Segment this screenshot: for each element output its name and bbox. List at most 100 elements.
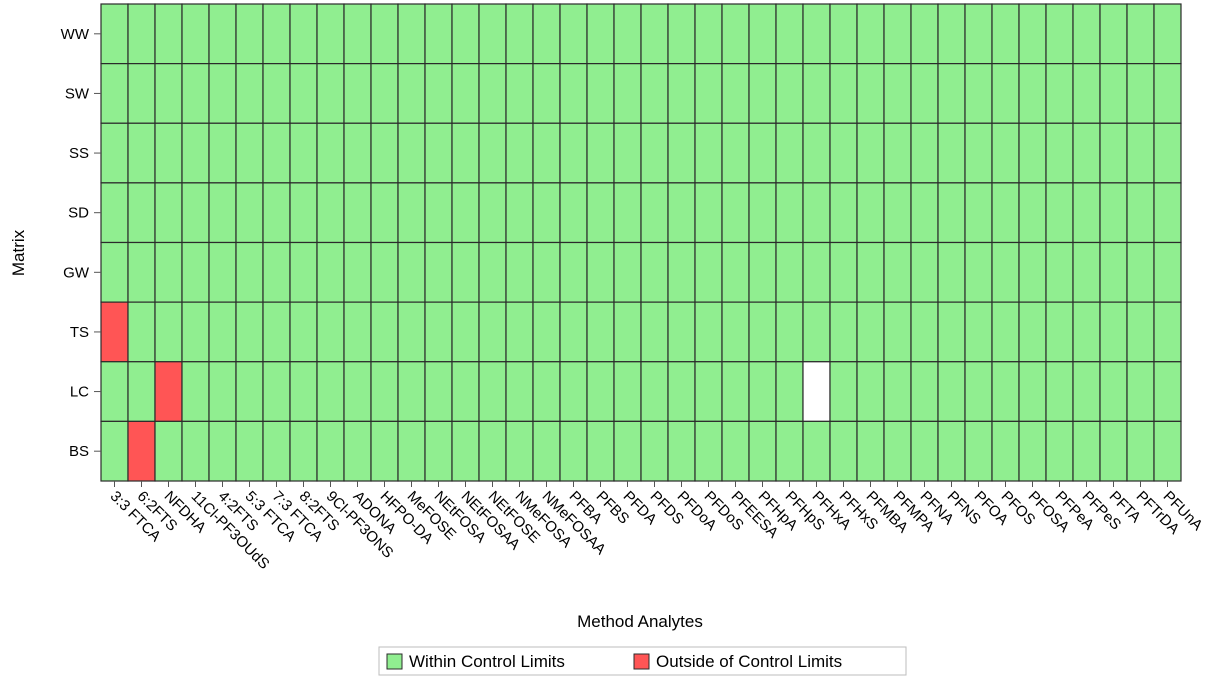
heatmap-cell xyxy=(208,182,237,244)
heatmap-cell xyxy=(154,420,183,482)
heatmap-cell xyxy=(748,122,777,184)
heatmap-cell xyxy=(262,241,291,303)
heatmap-cell xyxy=(532,63,561,124)
heatmap-cell xyxy=(1126,241,1155,303)
heatmap-cell xyxy=(289,122,318,184)
heatmap-cell xyxy=(1153,361,1182,422)
heatmap-cell xyxy=(910,3,939,65)
heatmap-cell xyxy=(1072,3,1101,65)
heatmap-cell xyxy=(559,182,588,244)
heatmap-cell xyxy=(478,301,507,363)
heatmap-cell xyxy=(100,182,129,244)
heatmap-cell xyxy=(613,420,642,482)
y-tick-label: BS xyxy=(69,443,89,460)
y-tick-label: LC xyxy=(70,384,89,401)
heatmap-cell xyxy=(505,361,534,422)
x-axis-title: Method Analytes xyxy=(577,612,703,631)
heatmap-cell xyxy=(235,63,264,124)
heatmap-cell xyxy=(748,241,777,303)
heatmap-cell xyxy=(667,3,696,65)
heatmap-cell xyxy=(559,122,588,184)
heatmap-cell xyxy=(991,3,1020,65)
heatmap-cell xyxy=(397,241,426,303)
heatmap-cell xyxy=(235,122,264,184)
heatmap-cell xyxy=(154,63,183,124)
heatmap-cell xyxy=(1045,420,1074,482)
heatmap-cell xyxy=(370,122,399,184)
heatmap-cell xyxy=(991,420,1020,482)
heatmap-cell xyxy=(1153,420,1182,482)
heatmap-cell xyxy=(154,122,183,184)
heatmap-cell xyxy=(721,182,750,244)
heatmap-cell xyxy=(262,301,291,363)
heatmap-cell xyxy=(181,241,210,303)
heatmap-cell xyxy=(802,182,831,244)
heatmap-cell xyxy=(397,3,426,65)
heatmap-cell xyxy=(856,182,885,244)
heatmap-cell xyxy=(424,241,453,303)
heatmap-cell xyxy=(505,182,534,244)
heatmap-cell xyxy=(937,122,966,184)
heatmap-cell xyxy=(640,241,669,303)
heatmap-cell xyxy=(1045,361,1074,422)
heatmap-cell xyxy=(343,3,372,65)
heatmap-cell xyxy=(910,241,939,303)
heatmap-cell xyxy=(1153,122,1182,184)
heatmap-cell xyxy=(775,241,804,303)
heatmap-cell xyxy=(775,122,804,184)
heatmap-cell xyxy=(937,182,966,244)
heatmap-cell xyxy=(127,63,156,124)
heatmap-cell xyxy=(1153,63,1182,124)
heatmap-cell xyxy=(181,361,210,422)
heatmap-cell xyxy=(262,361,291,422)
heatmap-cell xyxy=(1153,182,1182,244)
heatmap-cell xyxy=(613,241,642,303)
heatmap-cell xyxy=(316,301,345,363)
heatmap-cells xyxy=(100,3,1182,482)
heatmap-cell xyxy=(289,361,318,422)
heatmap-cell xyxy=(208,63,237,124)
heatmap-cell xyxy=(856,241,885,303)
heatmap-cell xyxy=(1153,3,1182,65)
heatmap-cell xyxy=(1072,420,1101,482)
heatmap-cell xyxy=(829,301,858,363)
heatmap-cell xyxy=(154,241,183,303)
heatmap-cell xyxy=(802,122,831,184)
heatmap-cell xyxy=(262,420,291,482)
heatmap-cell xyxy=(964,361,993,422)
heatmap-cell xyxy=(802,361,831,422)
heatmap-cell xyxy=(721,241,750,303)
heatmap-cell xyxy=(937,63,966,124)
heatmap-cell xyxy=(856,301,885,363)
heatmap-cell xyxy=(424,182,453,244)
heatmap-cell xyxy=(802,63,831,124)
heatmap-cell xyxy=(559,361,588,422)
heatmap-cell xyxy=(208,361,237,422)
heatmap-cell xyxy=(937,361,966,422)
heatmap-cell xyxy=(667,122,696,184)
heatmap-cell xyxy=(829,182,858,244)
heatmap-cell xyxy=(748,63,777,124)
heatmap-cell xyxy=(451,122,480,184)
heatmap-cell xyxy=(748,420,777,482)
heatmap-cell xyxy=(559,301,588,363)
heatmap-cell xyxy=(208,301,237,363)
heatmap-cell xyxy=(289,301,318,363)
heatmap-cell xyxy=(235,241,264,303)
legend: Within Control Limits Outside of Control … xyxy=(378,646,907,676)
heatmap-cell xyxy=(424,420,453,482)
heatmap-cell xyxy=(127,241,156,303)
heatmap-cell xyxy=(343,241,372,303)
heatmap-cell xyxy=(586,182,615,244)
heatmap-cell xyxy=(856,361,885,422)
heatmap-cell xyxy=(559,3,588,65)
heatmap-cell xyxy=(721,361,750,422)
heatmap-cell xyxy=(127,182,156,244)
heatmap-cell xyxy=(586,241,615,303)
heatmap-cell xyxy=(1045,3,1074,65)
heatmap-cell xyxy=(478,122,507,184)
heatmap-cell xyxy=(1072,182,1101,244)
heatmap-cell xyxy=(289,241,318,303)
y-axis-title: Matrix xyxy=(9,229,28,276)
heatmap-cell xyxy=(991,122,1020,184)
